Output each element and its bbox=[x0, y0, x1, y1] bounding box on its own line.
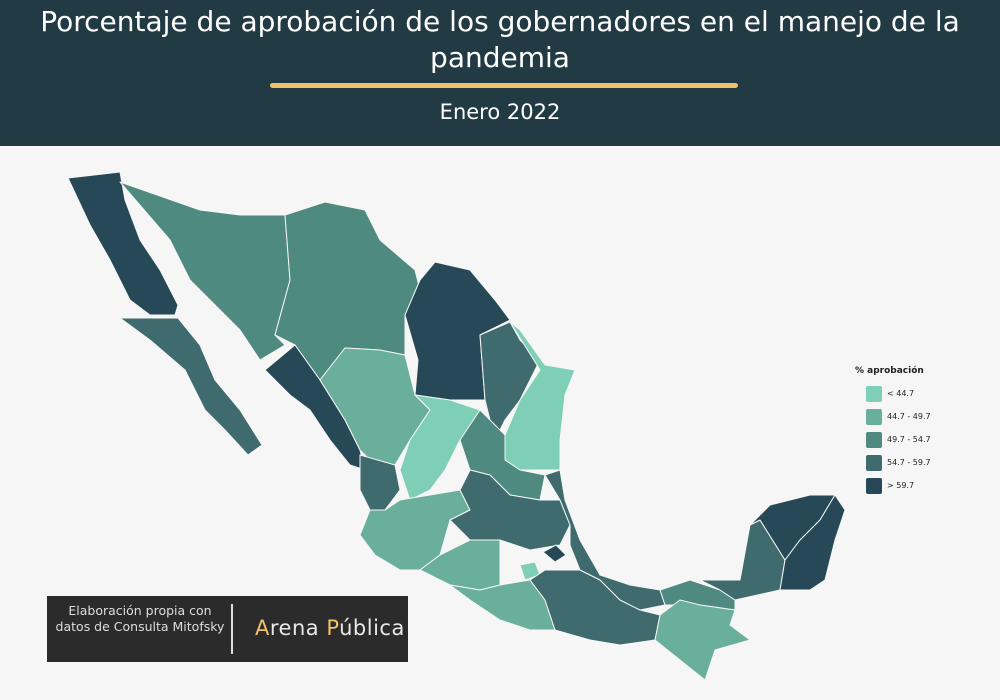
legend-swatch bbox=[866, 385, 882, 402]
logo-part: ública bbox=[339, 616, 405, 640]
state bbox=[449, 469, 571, 551]
state bbox=[119, 317, 263, 456]
credit-box: Elaboración propia con datos de Consulta… bbox=[47, 596, 408, 662]
logo-part: P bbox=[326, 616, 340, 640]
divider bbox=[231, 604, 233, 654]
logo-part: A bbox=[255, 616, 270, 640]
legend-item: 49.7 - 54.7 bbox=[866, 428, 931, 451]
subtitle: Enero 2022 bbox=[439, 100, 561, 124]
legend-label: > 59.7 bbox=[887, 481, 915, 490]
map bbox=[67, 171, 846, 681]
legend-label: < 44.7 bbox=[887, 389, 915, 398]
state bbox=[542, 544, 567, 563]
credit-text: Elaboración propia con datos de Consulta… bbox=[55, 603, 225, 634]
legend-item: 44.7 - 49.7 bbox=[866, 405, 931, 428]
legend-item: < 44.7 bbox=[866, 382, 931, 405]
legend-title: % aprobación bbox=[855, 366, 924, 376]
legend: % aprobación < 44.7 44.7 - 49.7 49.7 - 54.… bbox=[855, 366, 931, 497]
state bbox=[399, 394, 481, 501]
legend-label: 49.7 - 54.7 bbox=[887, 435, 931, 444]
legend-label: 44.7 - 49.7 bbox=[887, 412, 931, 421]
state bbox=[529, 569, 661, 646]
state bbox=[654, 599, 751, 681]
title: Porcentaje de aprobación de los gobernad… bbox=[40, 5, 960, 74]
logo-part: rena bbox=[269, 616, 327, 640]
legend-swatch bbox=[866, 454, 882, 471]
legend-swatch bbox=[866, 431, 882, 448]
legend-items: < 44.7 44.7 - 49.7 49.7 - 54.7 54.7 - 59.7 >… bbox=[855, 382, 931, 497]
state bbox=[67, 171, 179, 316]
legend-swatch bbox=[866, 477, 882, 494]
title-underline bbox=[270, 83, 738, 88]
legend-swatch bbox=[866, 408, 882, 425]
logo: Arena Pública bbox=[255, 616, 405, 640]
header: Porcentaje de aprobación de los gobernad… bbox=[0, 0, 1000, 146]
state bbox=[119, 181, 291, 361]
state bbox=[404, 261, 511, 401]
states bbox=[67, 171, 846, 681]
legend-label: 54.7 - 59.7 bbox=[887, 458, 931, 467]
state bbox=[544, 469, 666, 611]
legend-item: 54.7 - 59.7 bbox=[866, 451, 931, 474]
legend-item: > 59.7 bbox=[866, 474, 931, 497]
state bbox=[779, 494, 846, 591]
